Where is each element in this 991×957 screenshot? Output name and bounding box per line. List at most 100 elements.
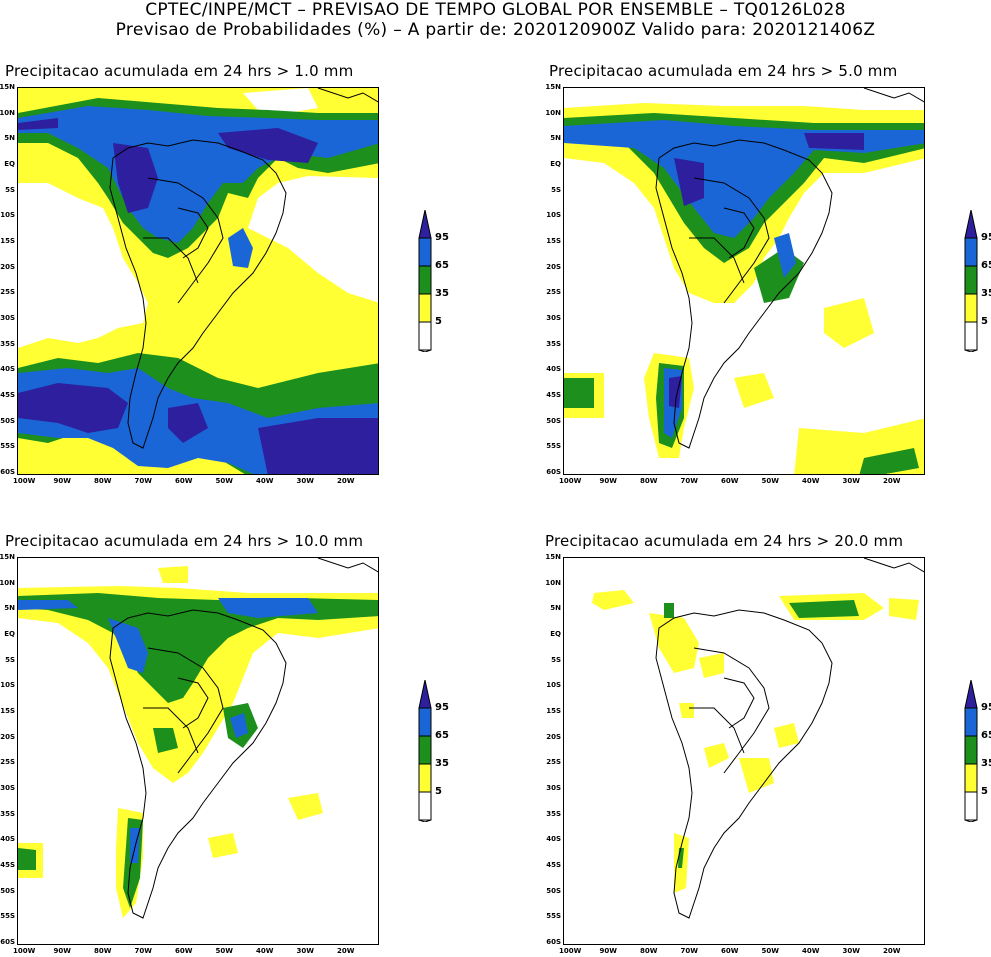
lat-tick-label: 35S <box>0 809 15 818</box>
lat-tick-label: 25S <box>0 288 15 297</box>
probability-shading <box>18 566 378 918</box>
legend-colorbar <box>964 680 978 822</box>
legend-colorbar <box>418 210 432 352</box>
legend-swatch-35 <box>964 763 978 793</box>
legend-swatch-95 <box>964 237 978 267</box>
lat-tick-label: 50S <box>0 886 15 895</box>
lat-tick-label: 15S <box>546 707 561 715</box>
legend-swatch-35 <box>418 293 432 323</box>
lat-tick-label: 45S <box>546 391 561 399</box>
lat-tick-label: 10S <box>0 681 15 690</box>
lat-tick-label: 5N <box>550 134 561 143</box>
lat-tick-label: 15N <box>0 553 15 561</box>
lon-tick-label: 60W <box>175 947 193 955</box>
lat-tick-label: 25S <box>546 758 561 767</box>
legend-label-65: 65 <box>435 730 449 741</box>
lon-tick-label: 40W <box>256 477 274 485</box>
lat-tick-label: 60S <box>0 468 15 476</box>
map-panel-2 <box>563 87 925 475</box>
legend-swatch-95-arrow <box>418 680 432 709</box>
lat-tick-label: 15N <box>545 553 561 561</box>
lon-tick-label: 30W <box>842 947 860 955</box>
legend-swatch-5 <box>964 791 978 821</box>
legend-panel-4: 95 65 35 5 <box>964 680 991 822</box>
figure-header: CPTEC/INPE/MCT – PREVISAO DE TEMPO GLOBA… <box>0 0 991 41</box>
legend-swatch-95-arrow <box>418 210 432 239</box>
lon-tick-label: 70W <box>680 477 698 485</box>
lat-tick-label: 45S <box>546 861 561 869</box>
legend-swatch-35 <box>964 293 978 323</box>
lat-tick-label: 15N <box>0 83 15 91</box>
lat-tick-label: 50S <box>0 416 15 425</box>
lon-tick-label: 100W <box>559 477 582 485</box>
lat-tick-label: 20S <box>0 732 15 741</box>
lat-tick-label: 20S <box>546 262 561 271</box>
lon-tick-label: 80W <box>94 477 112 485</box>
lat-tick-label: 40S <box>0 365 15 374</box>
legend-label-5: 5 <box>981 316 988 327</box>
lat-tick-label: 10S <box>0 211 15 220</box>
lat-tick-label: 50S <box>546 886 561 895</box>
lat-tick-label: 40S <box>546 365 561 374</box>
lat-tick-label: 55S <box>546 912 561 921</box>
legend-swatch-5 <box>418 791 432 821</box>
lon-tick-label: 40W <box>802 947 820 955</box>
lat-tick-label: 15S <box>0 237 15 245</box>
coastline-outlines <box>109 558 378 919</box>
map-panel-3 <box>17 557 379 945</box>
legend-label-65: 65 <box>981 260 991 271</box>
lon-tick-label: 100W <box>13 947 36 955</box>
lat-tick-label: 55S <box>546 442 561 451</box>
lat-tick-label: 5S <box>5 655 15 664</box>
lat-tick-label: 55S <box>0 442 15 451</box>
legend-label-35: 35 <box>981 288 991 299</box>
lon-tick-label: 20W <box>337 477 355 485</box>
lat-tick-label: 10N <box>545 108 561 117</box>
lat-tick-label: 5S <box>551 655 561 664</box>
legend-label-65: 65 <box>435 260 449 271</box>
lat-tick-label: EQ <box>4 630 15 638</box>
legend-swatch-65 <box>418 265 432 295</box>
legend-label-35: 35 <box>981 758 991 769</box>
map-panel-4 <box>563 557 925 945</box>
coastline-outlines <box>655 88 924 449</box>
panel-title: Precipitacao acumulada em 24 hrs > 20.0 … <box>545 532 904 550</box>
lat-tick-label: 5N <box>4 134 15 143</box>
lat-tick-label: 5N <box>550 604 561 613</box>
figure-title: CPTEC/INPE/MCT – PREVISAO DE TEMPO GLOBA… <box>145 0 846 20</box>
legend-swatch-5 <box>964 321 978 351</box>
lat-tick-label: 50S <box>546 416 561 425</box>
lat-tick-label: 25S <box>0 758 15 767</box>
lon-tick-label: 50W <box>761 477 779 485</box>
lat-tick-label: 10S <box>546 681 561 690</box>
legend-label-5: 5 <box>981 786 988 797</box>
legend-label-95: 95 <box>981 702 991 713</box>
lat-tick-label: 40S <box>546 835 561 844</box>
lon-tick-label: 20W <box>883 947 901 955</box>
lon-tick-label: 70W <box>680 947 698 955</box>
lat-tick-label: 35S <box>546 339 561 348</box>
lat-tick-label: 20S <box>0 262 15 271</box>
lat-tick-label: 5S <box>551 185 561 194</box>
probability-shading <box>564 103 924 474</box>
figure-subtitle: Previsao de Probabilidades (%) – A parti… <box>115 20 876 40</box>
lat-tick-label: 45S <box>0 861 15 869</box>
panel-title: Precipitacao acumulada em 24 hrs > 1.0 m… <box>5 62 354 80</box>
lon-tick-label: 20W <box>883 477 901 485</box>
lon-tick-label: 70W <box>134 947 152 955</box>
lon-tick-label: 100W <box>559 947 582 955</box>
lat-tick-label: 20S <box>546 732 561 741</box>
lat-tick-label: 5S <box>5 185 15 194</box>
lat-tick-label: 60S <box>0 938 15 946</box>
legend-swatch-65 <box>418 735 432 765</box>
lon-tick-label: 50W <box>215 947 233 955</box>
lat-tick-label: 10N <box>0 578 15 587</box>
lat-tick-label: 10N <box>0 108 15 117</box>
lon-tick-label: 30W <box>296 947 314 955</box>
lat-tick-label: 25S <box>546 288 561 297</box>
lat-tick-label: 60S <box>546 468 561 476</box>
lon-tick-label: 20W <box>337 947 355 955</box>
legend-label-5: 5 <box>435 316 442 327</box>
lon-tick-label: 60W <box>175 477 193 485</box>
lon-tick-label: 50W <box>215 477 233 485</box>
